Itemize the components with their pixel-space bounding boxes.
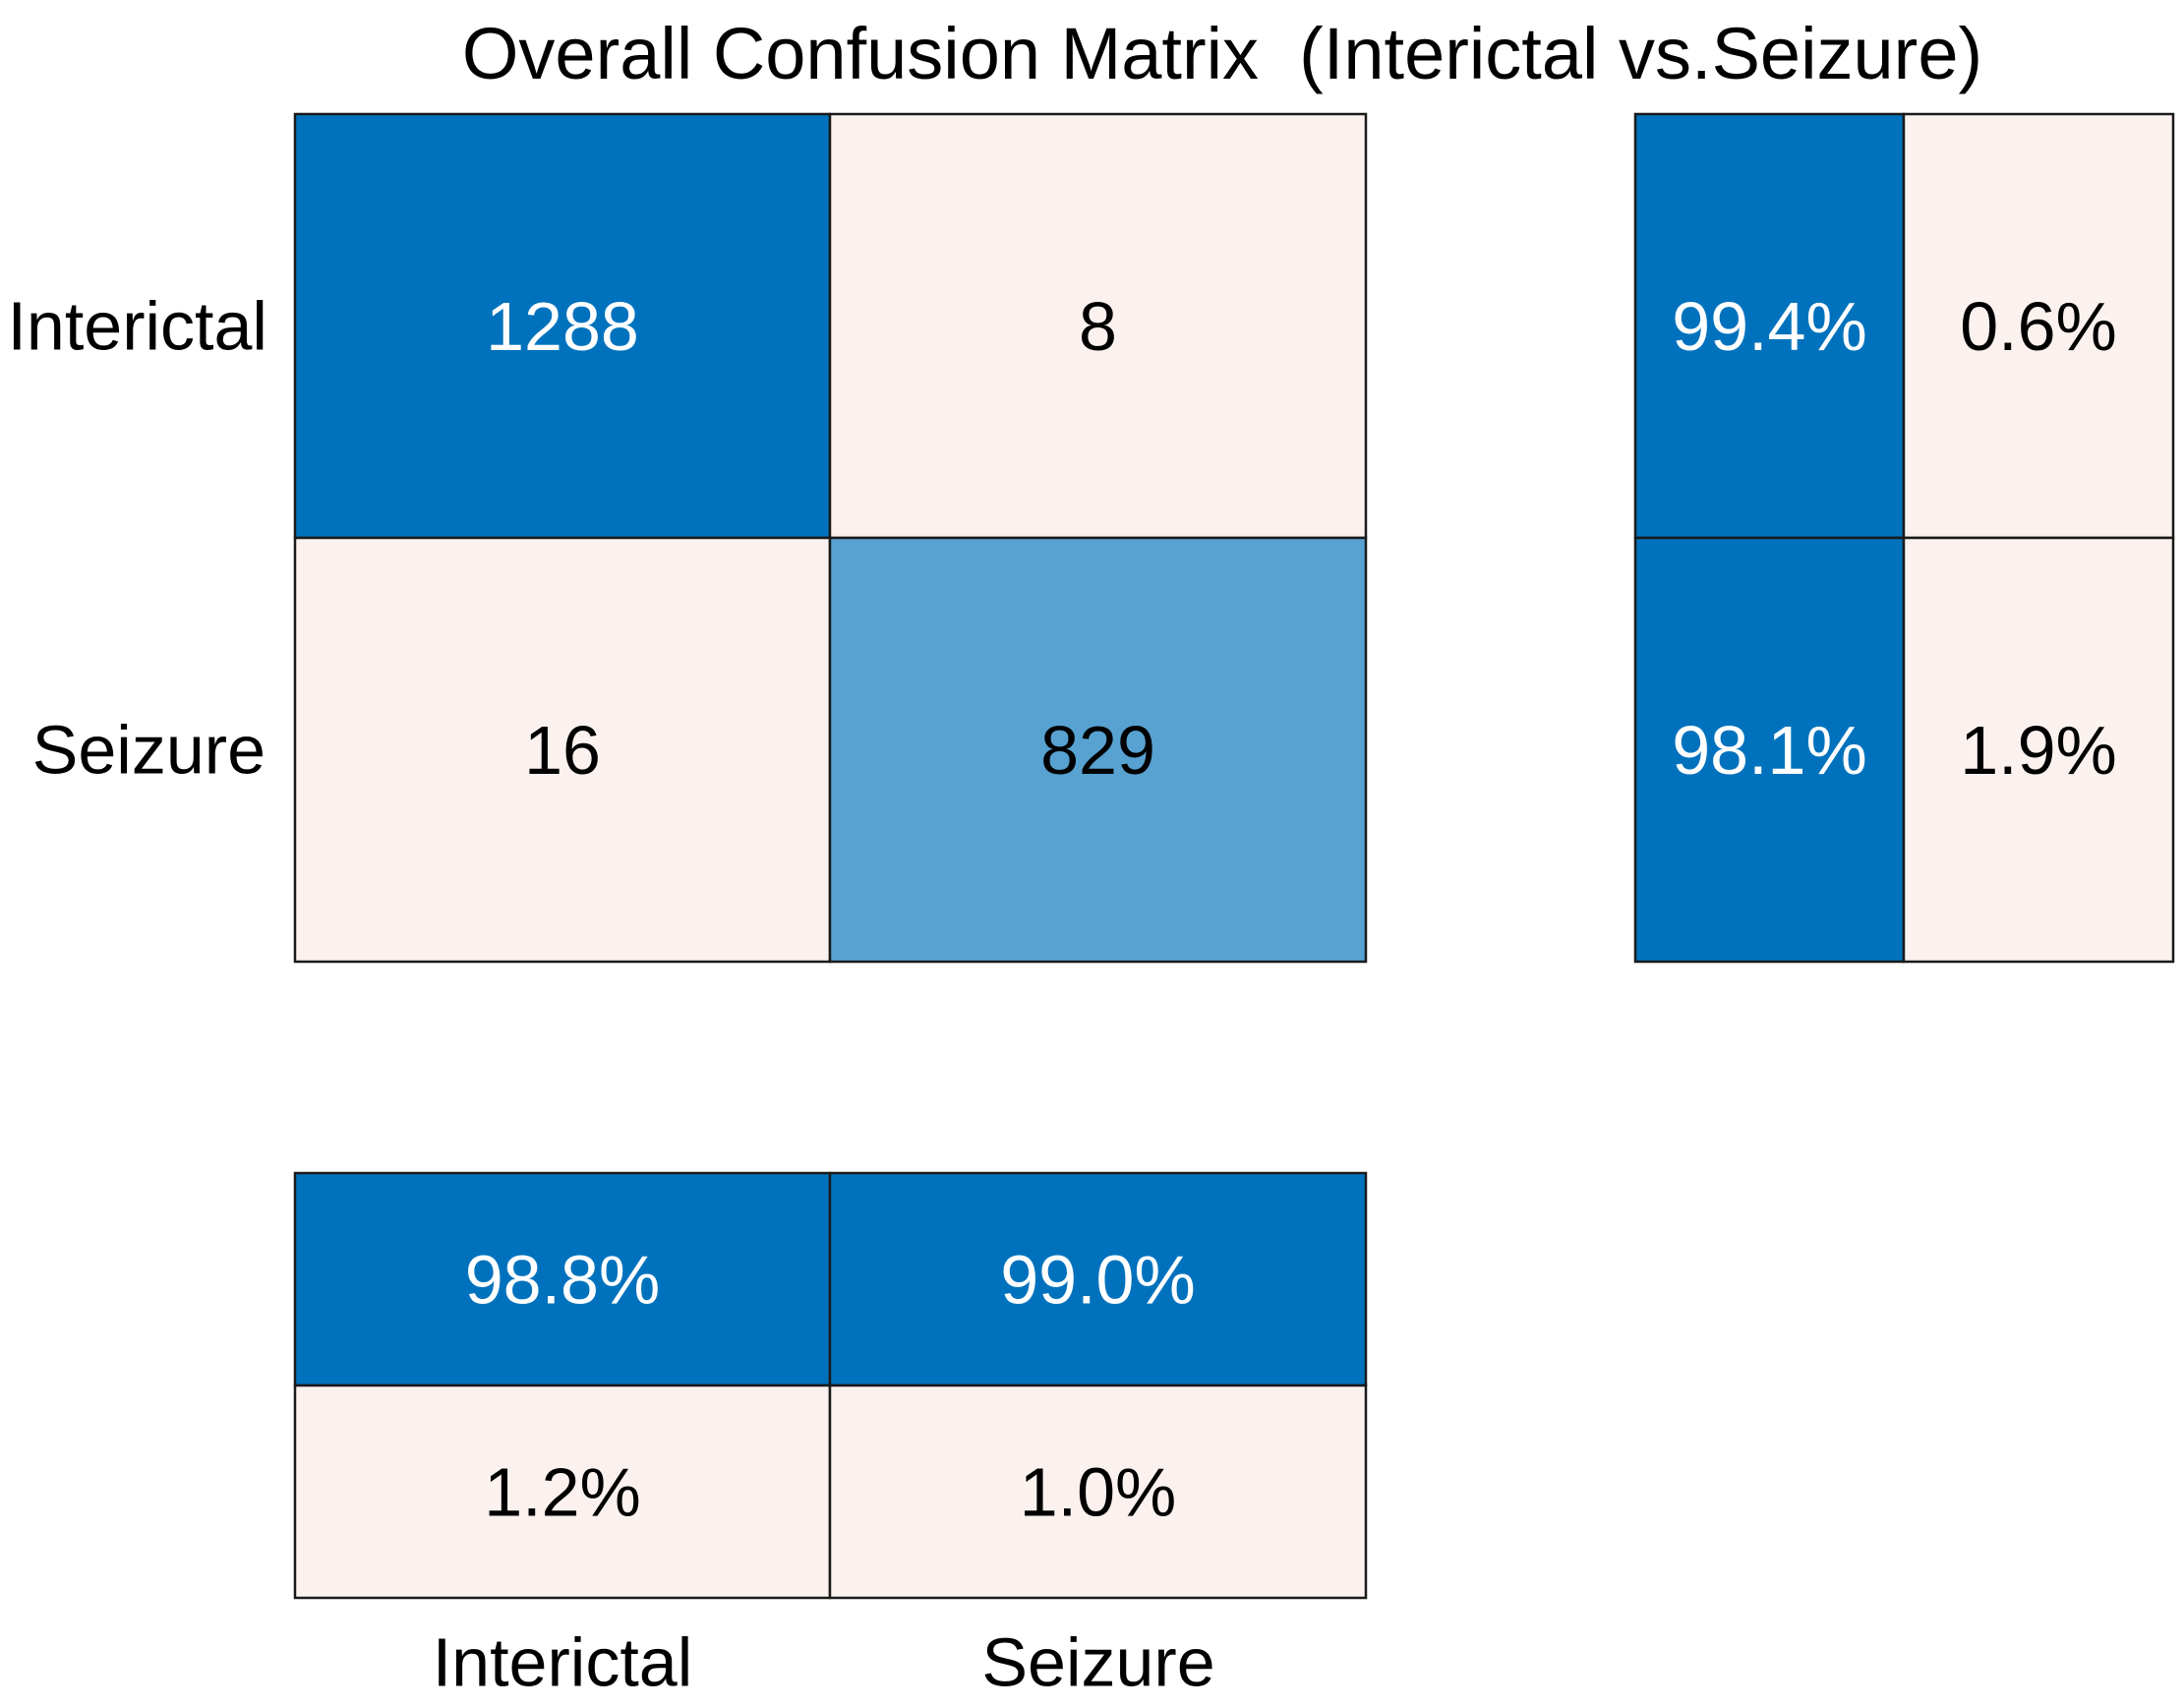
matrix-cell-r2c1 <box>293 536 832 964</box>
matrix-value-r2c1: 16 <box>524 712 601 789</box>
row-summary-value-r1c1: 99.4% <box>1672 288 1866 365</box>
row-summary-value-r2c1: 98.1% <box>1672 712 1866 789</box>
column-summary-cell-r2c2 <box>828 1384 1368 1600</box>
column-summary: 98.8% 99.0% 1.2% 1.0% <box>293 1171 1368 1600</box>
row-label-seizure: Seizure <box>32 712 266 789</box>
matrix-value-r1c1: 1288 <box>486 288 639 365</box>
chart-title: Overall Confusion Matrix (Interictal vs.… <box>462 13 1982 94</box>
column-labels: Interictal Seizure <box>433 1624 1215 1701</box>
matrix-cell-r1c1 <box>293 112 832 540</box>
matrix-cell-r2c2 <box>828 536 1368 964</box>
matrix-cell-r1c2 <box>828 112 1368 540</box>
row-summary-cell-r1c2 <box>1902 112 2175 540</box>
row-labels: Interictal Seizure <box>7 288 267 789</box>
matrix-value-r2c2: 829 <box>1040 712 1155 789</box>
column-summary-value-r2c2: 1.0% <box>1020 1454 1177 1531</box>
column-label-interictal: Interictal <box>433 1624 693 1701</box>
row-summary-cell-r1c1 <box>1633 112 1906 540</box>
column-summary-value-r2c1: 1.2% <box>484 1454 641 1531</box>
column-summary-value-r1c2: 99.0% <box>1000 1242 1195 1319</box>
row-summary-value-r1c2: 0.6% <box>1960 288 2117 365</box>
column-summary-cell-r1c2 <box>828 1171 1368 1387</box>
row-label-interictal: Interictal <box>7 288 267 365</box>
column-label-seizure: Seizure <box>981 1624 1214 1701</box>
column-summary-value-r1c1: 98.8% <box>465 1242 660 1319</box>
matrix-value-r1c2: 8 <box>1079 288 1117 365</box>
row-summary-cell-r2c2 <box>1902 536 2175 964</box>
row-summary: 99.4% 0.6% 98.1% 1.9% <box>1633 112 2175 964</box>
row-summary-cell-r2c1 <box>1633 536 1906 964</box>
main-matrix: 1288 8 16 829 <box>293 112 1368 964</box>
row-summary-value-r2c2: 1.9% <box>1960 712 2117 789</box>
